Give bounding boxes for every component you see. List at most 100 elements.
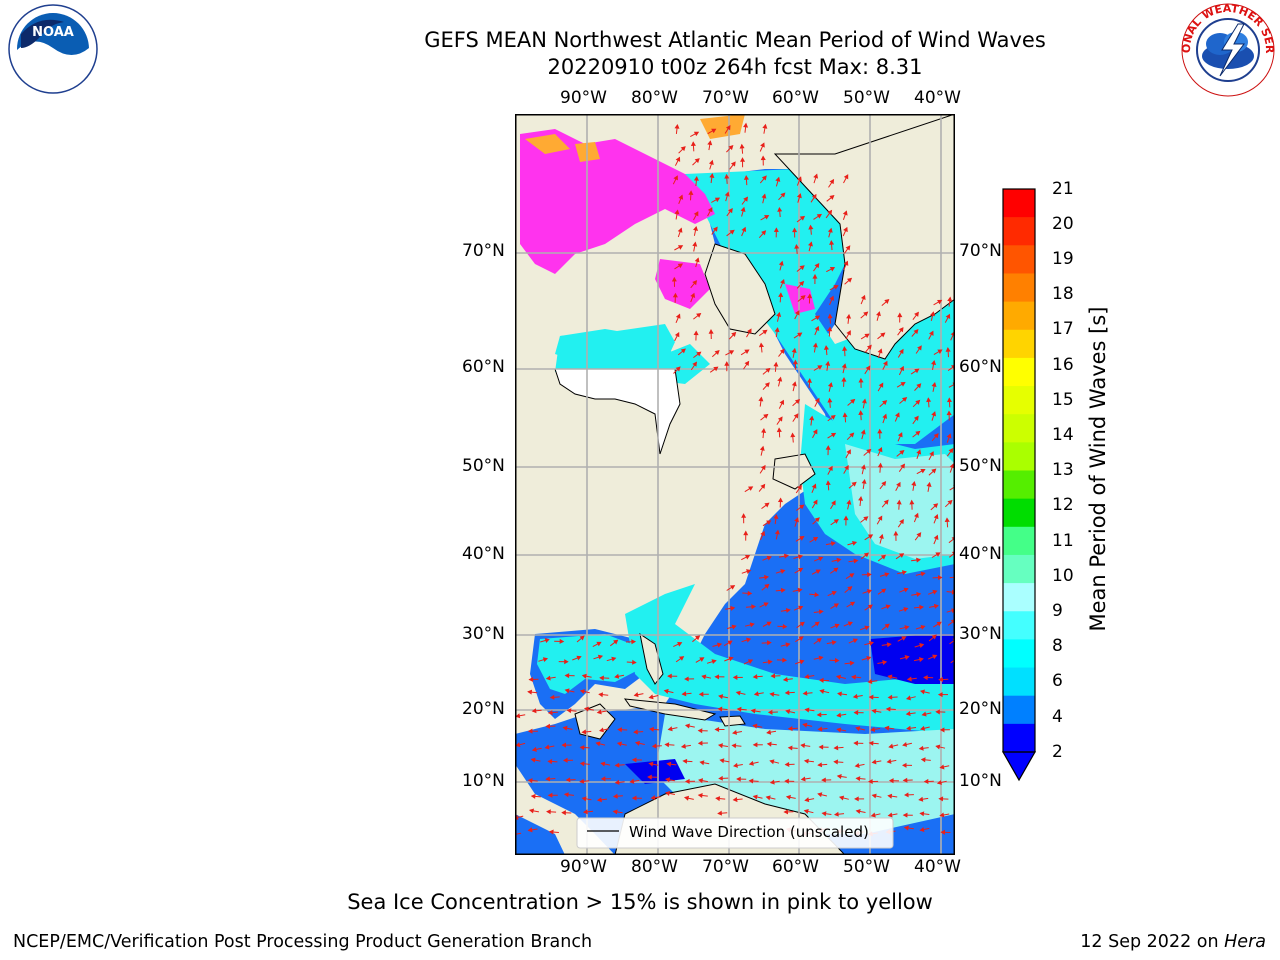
right-lat-70n: 70°N — [959, 241, 1002, 261]
wind-wave-arrowhead — [780, 587, 786, 593]
wind-wave-arrowhead — [937, 575, 943, 581]
wind-wave-arrowhead — [887, 674, 893, 680]
wind-wave-arrowhead — [777, 416, 783, 422]
top-lon-60w: 60°W — [772, 88, 819, 108]
wind-wave-arrowhead — [893, 530, 899, 536]
wind-wave-arrowhead — [674, 331, 680, 338]
wind-wave-arrowhead — [939, 764, 945, 770]
wind-wave-arrowhead — [920, 624, 926, 630]
wind-wave-arrowhead — [803, 809, 809, 814]
wind-wave-arrowhead — [766, 729, 772, 735]
wind-wave-arrowhead — [868, 694, 874, 700]
wind-wave-arrowhead — [815, 569, 821, 574]
wind-wave-arrowhead — [863, 311, 869, 317]
wind-wave-arrowhead — [843, 226, 848, 233]
wind-wave-arrowhead — [914, 368, 920, 374]
wind-wave-arrowhead — [905, 695, 911, 701]
wind-wave-arrowhead — [913, 415, 919, 421]
wind-wave-arrowhead — [842, 210, 848, 216]
wind-wave-arrowhead — [579, 745, 585, 751]
wind-wave-arrowhead — [902, 777, 908, 783]
wind-wave-arrowhead — [780, 569, 786, 574]
wind-wave-arrowhead — [818, 677, 824, 683]
nws-logo: NATIONAL WEATHER SERVICE — [1173, 0, 1278, 98]
wind-wave-arrowhead — [714, 674, 719, 680]
wind-wave-arrowhead — [761, 428, 767, 434]
wind-wave-arrowhead — [672, 292, 678, 298]
wind-wave-arrowhead — [823, 345, 829, 350]
wind-wave-arrowhead — [677, 263, 683, 269]
wind-wave-arrowhead — [724, 361, 730, 366]
wind-wave-arrowhead — [611, 656, 617, 662]
wind-wave-arrowhead — [904, 625, 910, 631]
wind-wave-arrowhead — [677, 641, 683, 647]
wind-wave-arrowhead — [919, 689, 925, 695]
wind-wave-arrowhead — [939, 812, 945, 818]
wind-wave-arrowhead — [596, 641, 602, 647]
wind-wave-arrowhead — [880, 554, 887, 560]
wind-wave-arrowhead — [647, 774, 652, 780]
wind-wave-arrowhead — [844, 465, 849, 471]
wind-wave-arrowhead — [766, 520, 772, 525]
left-lat-70n: 70°N — [462, 241, 505, 261]
wind-wave-arrowhead — [916, 383, 922, 389]
wind-wave-arrowhead — [899, 348, 904, 355]
wind-wave-arrowhead — [800, 295, 806, 301]
wind-wave-arrowhead — [821, 811, 827, 817]
wind-wave-arrowhead — [933, 433, 939, 439]
wind-wave-arrowhead — [779, 348, 785, 354]
wind-wave-arrowhead — [818, 655, 824, 661]
wind-wave-arrowhead — [939, 727, 945, 733]
wind-wave-arrowhead — [631, 639, 637, 645]
wind-wave-arrowhead — [936, 780, 942, 785]
wind-wave-arrowhead — [743, 196, 749, 202]
wind-wave-arrowhead — [931, 411, 937, 417]
wind-wave-arrowhead — [935, 744, 941, 750]
wind-wave-arrowhead — [916, 557, 922, 563]
colorbar-band — [1003, 245, 1035, 274]
wind-wave-arrowhead — [846, 449, 851, 455]
colorbar-band — [1003, 414, 1035, 443]
wind-wave-arrowhead — [931, 634, 937, 640]
wind-wave-arrowhead — [799, 536, 805, 541]
wind-wave-arrowhead — [853, 740, 859, 746]
wind-wave-arrowhead — [674, 123, 680, 129]
wind-wave-arrowhead — [693, 225, 699, 231]
wind-wave-arrowhead — [760, 155, 766, 161]
wind-wave-arrowhead — [759, 445, 765, 451]
wind-wave-arrowhead — [867, 534, 874, 539]
wind-wave-arrowhead — [682, 758, 688, 764]
wind-wave-arrowhead — [713, 366, 719, 372]
wind-wave-arrowhead — [914, 311, 919, 317]
wind-wave-arrowhead — [853, 558, 859, 564]
wind-wave-arrowhead — [930, 311, 935, 317]
wave-zone-cyan-north — [685, 169, 955, 444]
wind-wave-arrowhead — [766, 741, 772, 747]
wind-wave-arrowhead — [528, 676, 534, 683]
wind-wave-arrowhead — [684, 723, 690, 729]
legend-box — [576, 817, 894, 849]
wind-wave-arrowhead — [651, 743, 657, 749]
wind-wave-arrowhead — [931, 381, 937, 387]
wind-wave-arrowhead — [919, 827, 925, 833]
wind-wave-arrowhead — [809, 415, 815, 421]
wind-wave-arrowhead — [800, 743, 806, 749]
wind-wave-arrowhead — [882, 660, 888, 666]
wind-wave-arrowhead — [740, 157, 746, 162]
wind-wave-arrowhead — [933, 603, 939, 609]
wind-wave-arrowhead — [870, 812, 876, 818]
wind-wave-arrowhead — [851, 540, 858, 546]
wind-wave-arrowhead — [677, 245, 684, 250]
wind-wave-arrowhead — [816, 712, 822, 718]
wind-wave-arrowhead — [854, 796, 859, 802]
wind-wave-arrowhead — [725, 125, 731, 131]
wind-wave-arrowhead — [692, 280, 698, 286]
wind-wave-arrowhead — [918, 745, 924, 751]
wind-wave-arrowhead — [693, 131, 700, 137]
wind-wave-arrowhead — [727, 640, 733, 646]
wind-wave-arrowhead — [933, 503, 939, 509]
wind-wave-arrowhead — [818, 556, 824, 562]
wind-wave-arrowhead — [760, 530, 765, 537]
wind-wave-arrowhead — [631, 795, 637, 801]
wind-wave-arrowhead — [681, 691, 687, 697]
